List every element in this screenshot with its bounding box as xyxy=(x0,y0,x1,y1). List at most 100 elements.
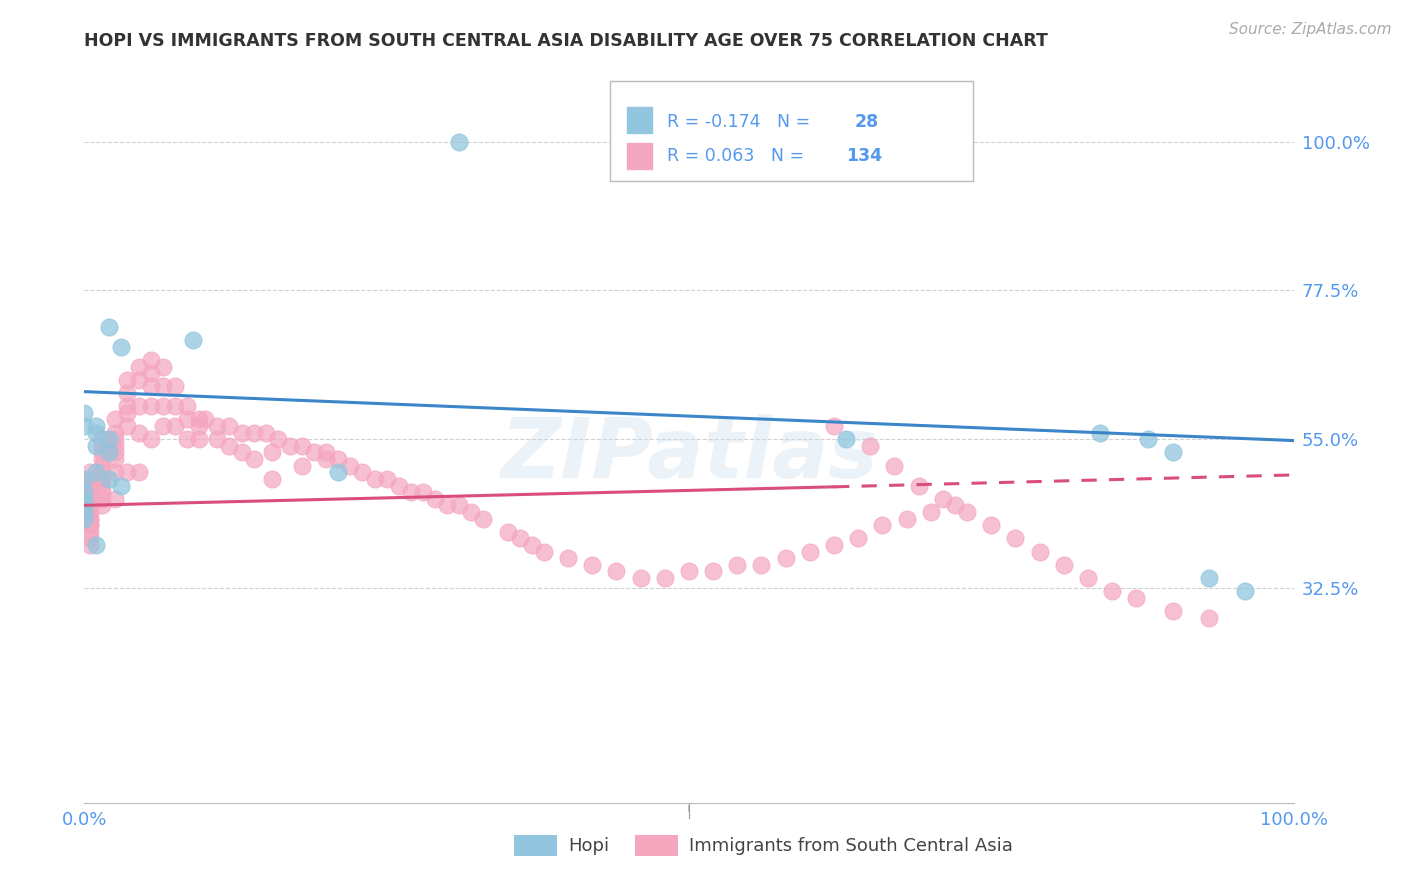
Point xyxy=(176,412,198,426)
Point xyxy=(218,419,240,434)
Point xyxy=(115,373,138,387)
Point xyxy=(436,499,458,513)
Point xyxy=(79,491,101,506)
Point xyxy=(79,505,101,519)
Point xyxy=(799,544,821,558)
Point xyxy=(956,505,979,519)
Point xyxy=(110,340,132,354)
Point xyxy=(104,432,127,446)
Point xyxy=(231,425,253,440)
Point xyxy=(86,439,108,453)
Point xyxy=(79,511,101,525)
Point xyxy=(315,452,337,467)
Point xyxy=(188,419,211,434)
Point xyxy=(104,412,127,426)
Point xyxy=(73,505,96,519)
Point xyxy=(375,472,398,486)
Point xyxy=(1125,591,1147,605)
Point xyxy=(91,445,114,459)
Point xyxy=(181,333,204,347)
Point xyxy=(165,379,187,393)
Point xyxy=(86,538,108,552)
Point xyxy=(91,465,114,479)
Point xyxy=(91,478,114,492)
Point xyxy=(859,439,882,453)
Point xyxy=(128,399,150,413)
Point xyxy=(775,551,797,566)
Point xyxy=(128,425,150,440)
Point xyxy=(533,544,555,558)
Point xyxy=(176,432,198,446)
FancyBboxPatch shape xyxy=(626,142,652,169)
Point xyxy=(97,319,120,334)
Text: R = -0.174   N =: R = -0.174 N = xyxy=(668,113,815,131)
Point xyxy=(79,478,101,492)
Point xyxy=(139,352,162,367)
Point xyxy=(339,458,361,473)
Point xyxy=(73,499,96,513)
Point xyxy=(97,445,120,459)
Point xyxy=(242,452,264,467)
Text: R = 0.063   N =: R = 0.063 N = xyxy=(668,147,810,165)
Point xyxy=(165,399,187,413)
Point xyxy=(449,499,471,513)
Point xyxy=(152,359,174,374)
Point xyxy=(104,425,127,440)
Point xyxy=(218,439,240,453)
Point xyxy=(139,399,162,413)
Point xyxy=(79,511,101,525)
Point xyxy=(79,485,101,500)
Point xyxy=(231,445,253,459)
Point xyxy=(423,491,446,506)
Point xyxy=(1088,425,1111,440)
Point xyxy=(509,532,531,546)
Point xyxy=(399,485,422,500)
Point xyxy=(1161,445,1184,459)
Point xyxy=(79,499,101,513)
Point xyxy=(254,425,277,440)
Point xyxy=(388,478,411,492)
Text: Immigrants from South Central Asia: Immigrants from South Central Asia xyxy=(689,837,1012,855)
Point xyxy=(73,491,96,506)
Point xyxy=(1004,532,1026,546)
Point xyxy=(139,379,162,393)
Point xyxy=(73,406,96,420)
Point xyxy=(79,538,101,552)
Point xyxy=(91,499,114,513)
Point xyxy=(86,465,108,479)
Point xyxy=(943,499,966,513)
Point xyxy=(110,478,132,492)
Point xyxy=(91,439,114,453)
Point xyxy=(1077,571,1099,585)
Point xyxy=(260,472,283,486)
Point xyxy=(128,465,150,479)
Point xyxy=(104,439,127,453)
Point xyxy=(278,439,301,453)
Point xyxy=(846,532,869,546)
Point xyxy=(1101,584,1123,599)
Point xyxy=(86,419,108,434)
Point xyxy=(1137,432,1160,446)
Point xyxy=(835,432,858,446)
Point xyxy=(702,565,724,579)
Point xyxy=(115,419,138,434)
Point xyxy=(907,478,929,492)
Point xyxy=(328,452,350,467)
Point xyxy=(207,432,229,446)
Point xyxy=(460,505,482,519)
Point xyxy=(291,439,314,453)
Point xyxy=(883,458,905,473)
Point xyxy=(79,524,101,539)
Point xyxy=(104,491,127,506)
Point xyxy=(932,491,955,506)
Point xyxy=(520,538,543,552)
Point xyxy=(654,571,676,585)
Text: Hopi: Hopi xyxy=(568,837,609,855)
Point xyxy=(73,419,96,434)
Point xyxy=(79,518,101,533)
Point xyxy=(581,558,603,572)
Point xyxy=(79,472,101,486)
Point xyxy=(896,511,918,525)
Point xyxy=(1198,610,1220,624)
Point xyxy=(79,505,101,519)
